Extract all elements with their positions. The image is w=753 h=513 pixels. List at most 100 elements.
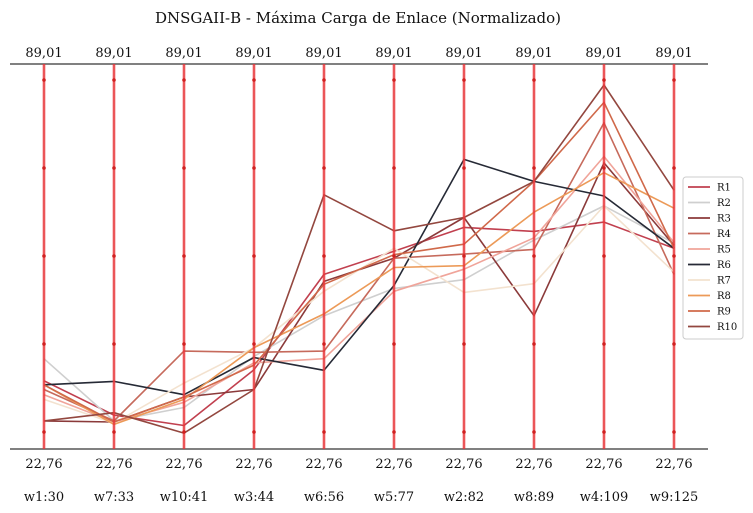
- category-label: w4:109: [580, 490, 629, 505]
- axis-tick-dot: [182, 254, 186, 258]
- axis-tick-dot: [392, 78, 396, 82]
- axis-tick-dot: [672, 166, 676, 170]
- axis-tick-dot: [392, 254, 396, 258]
- legend-box: [682, 176, 744, 340]
- legend-label: R4: [717, 229, 731, 240]
- axis-tick-dot: [252, 78, 256, 82]
- axis-tick-dot: [112, 254, 116, 258]
- axis-tick-dot: [322, 342, 326, 346]
- axis-top-label: 89,01: [375, 46, 412, 61]
- axis-bottom-label: 22,76: [655, 457, 692, 472]
- category-label: w9:125: [650, 490, 699, 505]
- axis-tick-dot: [462, 254, 466, 258]
- axis-tick-dot: [182, 430, 186, 434]
- axis-tick-dot: [602, 342, 606, 346]
- axis-top-label: 89,01: [515, 46, 552, 61]
- category-label: w10:41: [160, 490, 209, 505]
- axis-tick-dot: [462, 342, 466, 346]
- axis-tick-dot: [532, 430, 536, 434]
- axis-tick-dot: [462, 78, 466, 82]
- axis-tick-dot: [182, 166, 186, 170]
- category-label: w3:44: [234, 490, 274, 505]
- legend-label: R6: [717, 260, 731, 271]
- axis-tick-dot: [532, 254, 536, 258]
- axis-tick-dot: [252, 342, 256, 346]
- series-line-r5: [43, 155, 675, 423]
- axis-tick-dot: [602, 166, 606, 170]
- axis-tick-dot: [112, 342, 116, 346]
- axis-top-label: 89,01: [165, 46, 202, 61]
- axis-tick-dot: [322, 166, 326, 170]
- axis-tick-dot: [112, 166, 116, 170]
- axis-tick-dot: [462, 430, 466, 434]
- axis-bottom-label: 22,76: [165, 457, 202, 472]
- axis-top-label: 89,01: [25, 46, 62, 61]
- category-label: w2:82: [444, 490, 484, 505]
- axis-tick-dot: [672, 342, 676, 346]
- axis-bottom-label: 22,76: [305, 457, 342, 472]
- axis-tick-dot: [392, 342, 396, 346]
- axis-tick-dot: [462, 166, 466, 170]
- axis-tick-dot: [672, 254, 676, 258]
- axis-top-label: 89,01: [235, 46, 272, 61]
- legend-label: R8: [717, 291, 731, 302]
- legend-label: R9: [717, 307, 731, 318]
- series-line-r6: [43, 158, 675, 396]
- category-label: w8:89: [514, 490, 554, 505]
- axis-bottom-label: 22,76: [515, 457, 552, 472]
- series-line-r8: [43, 171, 675, 426]
- series-lines: [43, 84, 675, 434]
- axis-tick-dot: [672, 78, 676, 82]
- series-line-r10: [43, 84, 675, 434]
- category-label: w6:56: [304, 490, 344, 505]
- axis-tick-dot: [42, 342, 46, 346]
- series-line-r7: [43, 205, 675, 425]
- axis-tick-dot: [42, 78, 46, 82]
- axis-tick-dot: [602, 78, 606, 82]
- axis-top-label: 89,01: [95, 46, 132, 61]
- axis-tick-dot: [532, 342, 536, 346]
- category-label: w5:77: [374, 490, 414, 505]
- legend-label: R3: [717, 214, 731, 225]
- axis-bottom-label: 22,76: [95, 457, 132, 472]
- legend: R1 R2 R3 R4 R5 R6 R7 R8 R9 R10: [682, 176, 744, 340]
- chart-title: DNSGAII-B - Máxima Carga de Enlace (Norm…: [155, 9, 561, 27]
- axis-tick-dot: [392, 166, 396, 170]
- axis-tick-dot: [252, 430, 256, 434]
- axis-tick-dot: [322, 78, 326, 82]
- axis-tick-dot: [532, 166, 536, 170]
- category-label: w1:30: [24, 490, 64, 505]
- series-line-r1: [43, 221, 675, 427]
- axis-bottom-label: 22,76: [235, 457, 272, 472]
- legend-label: R5: [717, 245, 731, 256]
- category-label: w7:33: [94, 490, 134, 505]
- axis-bottom-label: 22,76: [375, 457, 412, 472]
- vertical-axes: [42, 64, 676, 449]
- series-line-r4: [43, 122, 675, 422]
- axis-tick-dot: [112, 78, 116, 82]
- axis-tick-dot: [392, 430, 396, 434]
- axis-tick-dot: [672, 430, 676, 434]
- axis-tick-dot: [532, 78, 536, 82]
- axis-top-label: 89,01: [445, 46, 482, 61]
- axis-bottom-label: 22,76: [585, 457, 622, 472]
- axis-tick-dot: [252, 166, 256, 170]
- axis-tick-dot: [602, 430, 606, 434]
- axis-tick-dot: [252, 254, 256, 258]
- axis-tick-dot: [42, 254, 46, 258]
- axis-tick-dot: [112, 430, 116, 434]
- axis-top-label: 89,01: [585, 46, 622, 61]
- axis-tick-dot: [602, 254, 606, 258]
- legend-label: R10: [717, 322, 737, 333]
- axis-tick-dot: [182, 78, 186, 82]
- axis-labels: 89,01 22,76 w1:30 89,01 22,76 w7:33 89,01 22,76…: [24, 46, 698, 505]
- axis-tick-dot: [42, 166, 46, 170]
- axis-bottom-label: 22,76: [445, 457, 482, 472]
- axis-tick-dot: [42, 430, 46, 434]
- axis-tick-dot: [182, 342, 186, 346]
- series-line-r3: [43, 162, 675, 423]
- axis-bottom-label: 22,76: [25, 457, 62, 472]
- axis-top-label: 89,01: [655, 46, 692, 61]
- series-line-r9: [43, 101, 675, 423]
